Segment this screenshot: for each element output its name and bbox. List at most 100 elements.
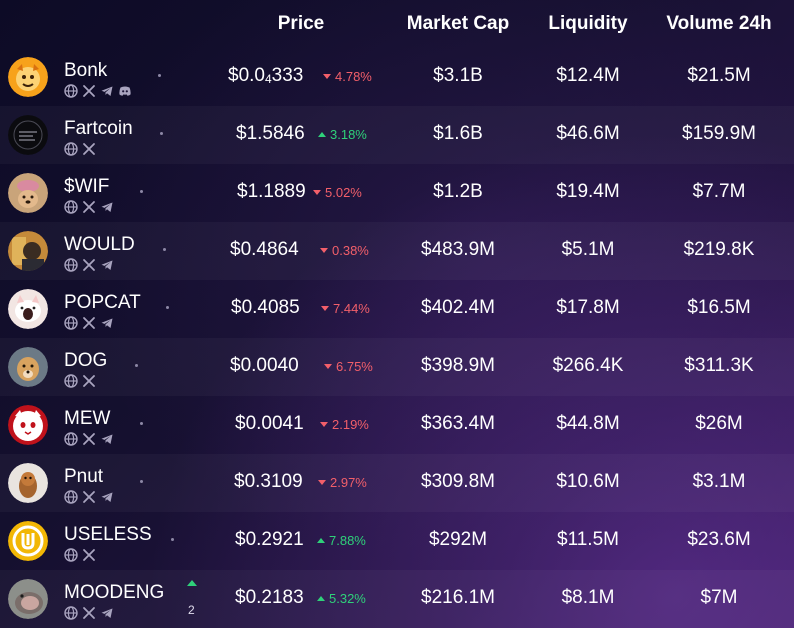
table-row[interactable]: DOG $0.0040 6.75% $398.9M $266.4K $311.3K (0, 338, 794, 396)
token-price: $1.1889 (237, 181, 306, 203)
globe-icon[interactable] (64, 258, 78, 272)
volume-cell: $16.5M (687, 297, 751, 318)
token-price: $0.4864 (230, 239, 299, 261)
telegram-icon[interactable] (100, 316, 114, 330)
token-price: $1.5846 (236, 123, 305, 145)
volume-column-header[interactable]: Volume 24h (666, 13, 772, 34)
token-name[interactable]: Fartcoin (64, 118, 133, 139)
rank-unchanged-dot (171, 538, 174, 541)
rank-unchanged-dot (140, 480, 143, 483)
market-cap-cell: $309.8M (421, 471, 495, 492)
x-icon[interactable] (82, 432, 96, 446)
x-icon[interactable] (82, 490, 96, 504)
token-logo (8, 521, 48, 561)
price-change-value: 2.19% (332, 417, 369, 432)
triangle-down-icon (318, 480, 326, 485)
token-price: $0.2921 (235, 529, 304, 551)
price-main: $1.1889 (237, 181, 306, 202)
market-cap-cell: $292M (428, 529, 488, 550)
social-links (64, 548, 96, 562)
price-main: $0.0040 (230, 355, 299, 376)
rank-unchanged-dot (140, 190, 143, 193)
liquidity-cell: $17.8M (556, 297, 620, 318)
token-name[interactable]: POPCAT (64, 292, 141, 313)
telegram-icon[interactable] (100, 606, 114, 620)
globe-icon[interactable] (64, 142, 78, 156)
telegram-icon[interactable] (100, 490, 114, 504)
table-row[interactable]: POPCAT $0.4085 7.44% $402.4M $17.8M $16.5M (0, 280, 794, 338)
telegram-icon[interactable] (100, 432, 114, 446)
token-name[interactable]: MOODENG (64, 582, 165, 603)
token-logo (8, 579, 48, 619)
token-name[interactable]: Bonk (64, 60, 108, 81)
token-name[interactable]: USELESS (64, 524, 152, 545)
token-price: $0.4085 (231, 297, 300, 319)
price-column-header[interactable]: Price (277, 13, 325, 34)
price-change-value: 0.38% (332, 243, 369, 258)
table-row[interactable]: Fartcoin $1.5846 3.18% $1.6B $46.6M $159.9M (0, 106, 794, 164)
liquidity-cell: $44.8M (556, 413, 620, 434)
table-row[interactable]: $WIF $1.1889 5.02% $1.2B $19.4M $7.7M (0, 164, 794, 222)
telegram-icon[interactable] (100, 200, 114, 214)
rank-up-icon (187, 580, 197, 586)
price-main: $1.5846 (236, 123, 305, 144)
price-change: 7.88% (317, 533, 366, 548)
token-name[interactable]: MEW (64, 408, 111, 429)
rank-change: 2 (188, 603, 195, 617)
price-change-value: 7.44% (333, 301, 370, 316)
liquidity-column-header[interactable]: Liquidity (548, 13, 628, 34)
telegram-icon[interactable] (100, 84, 114, 98)
price-digits: 333 (271, 65, 304, 86)
token-price: $0.0040 (230, 355, 299, 377)
market-cap-cell: $1.6B (433, 123, 483, 144)
liquidity-cell: $12.4M (556, 65, 620, 86)
price-change: 5.02% (313, 185, 362, 200)
token-logo (8, 405, 48, 445)
market-cap-cell: $402.4M (421, 297, 495, 318)
token-name[interactable]: $WIF (64, 176, 110, 197)
globe-icon[interactable] (64, 432, 78, 446)
globe-icon[interactable] (64, 374, 78, 388)
table-row[interactable]: MOODENG 2 $0.2183 5.32% $216.1M $8.1M $7M (0, 570, 794, 628)
x-icon[interactable] (82, 84, 96, 98)
table-row[interactable]: Pnut $0.3109 2.97% $309.8M $10.6M $3.1M (0, 454, 794, 512)
x-icon[interactable] (82, 548, 96, 562)
market-cap-column-header[interactable]: Market Cap (406, 13, 510, 34)
telegram-icon[interactable] (100, 258, 114, 272)
token-name[interactable]: Pnut (64, 466, 104, 487)
volume-cell: $23.6M (687, 529, 751, 550)
price-main: $0.2921 (235, 529, 304, 550)
x-icon[interactable] (82, 606, 96, 620)
table-row[interactable]: WOULD $0.4864 0.38% $483.9M $5.1M $219.8K (0, 222, 794, 280)
globe-icon[interactable] (64, 316, 78, 330)
price-change-value: 5.02% (325, 185, 362, 200)
discord-icon[interactable] (118, 84, 132, 98)
rank-unchanged-dot (140, 422, 143, 425)
table-row[interactable]: Bonk $0.04333 4.78% $3.1B $12.4M $21.5M (0, 48, 794, 106)
volume-cell: $311.3K (684, 355, 754, 376)
rank-unchanged-dot (166, 306, 169, 309)
price-change-value: 7.88% (329, 533, 366, 548)
volume-cell: $3.1M (692, 471, 746, 492)
x-icon[interactable] (82, 258, 96, 272)
table-row[interactable]: USELESS $0.2921 7.88% $292M $11.5M $23.6M (0, 512, 794, 570)
table-row[interactable]: MEW $0.0041 2.19% $363.4M $44.8M $26M (0, 396, 794, 454)
globe-icon[interactable] (64, 548, 78, 562)
globe-icon[interactable] (64, 490, 78, 504)
price-change: 4.78% (323, 69, 372, 84)
market-cap-cell: $398.9M (421, 355, 495, 376)
token-name[interactable]: WOULD (64, 234, 135, 255)
globe-icon[interactable] (64, 84, 78, 98)
social-links (64, 142, 96, 156)
rank-unchanged-dot (160, 132, 163, 135)
x-icon[interactable] (82, 374, 96, 388)
globe-icon[interactable] (64, 606, 78, 620)
globe-icon[interactable] (64, 200, 78, 214)
x-icon[interactable] (82, 142, 96, 156)
x-icon[interactable] (82, 200, 96, 214)
token-name[interactable]: DOG (64, 350, 108, 371)
table-header: Price Market Cap Liquidity Volume 24h (0, 0, 794, 48)
price-change: 0.38% (320, 243, 369, 258)
liquidity-cell: $10.6M (556, 471, 620, 492)
x-icon[interactable] (82, 316, 96, 330)
